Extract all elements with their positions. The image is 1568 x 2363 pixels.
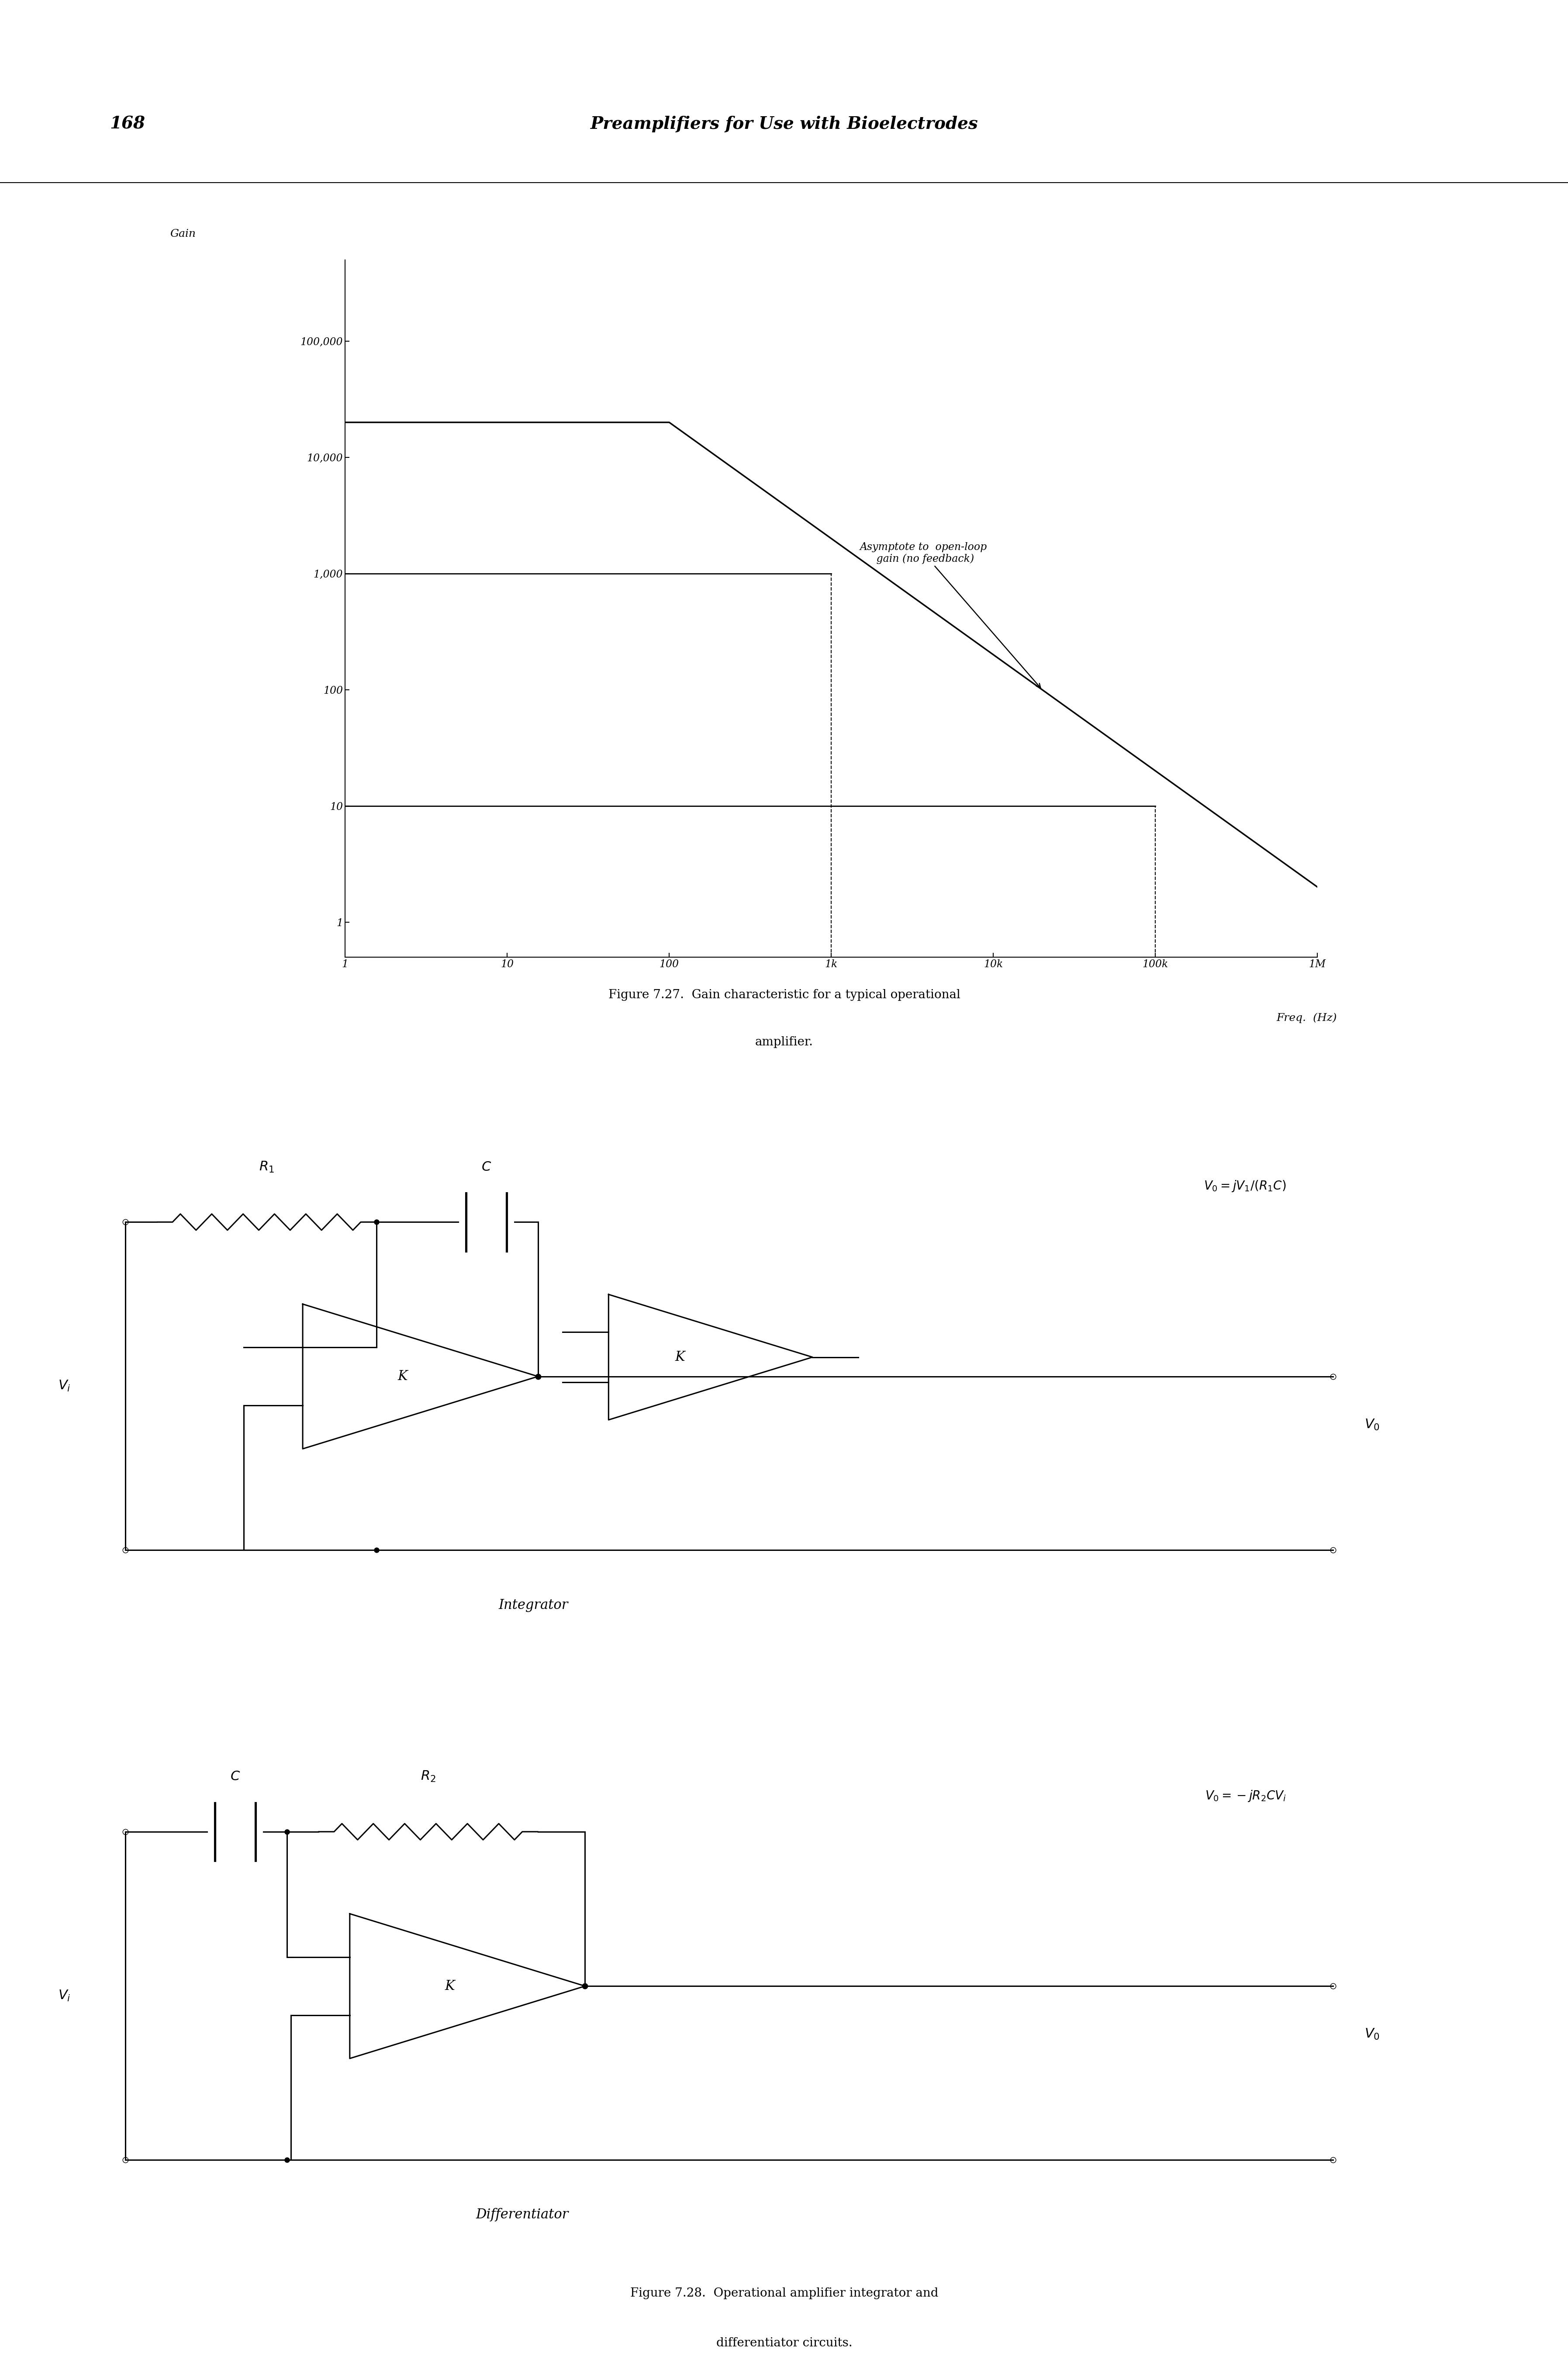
Text: $R_2$: $R_2$ [420, 1770, 436, 1784]
Text: $V_i$: $V_i$ [58, 1990, 71, 2001]
Text: $C$: $C$ [481, 1160, 491, 1174]
Text: amplifier.: amplifier. [754, 1037, 814, 1047]
Text: Gain: Gain [169, 229, 196, 239]
Text: Figure 7.27.  Gain characteristic for a typical operational: Figure 7.27. Gain characteristic for a t… [608, 990, 960, 1000]
Text: K: K [674, 1349, 685, 1363]
Text: Preamplifiers for Use with Bioelectrodes: Preamplifiers for Use with Bioelectrodes [590, 116, 978, 132]
Text: Integrator: Integrator [499, 1597, 568, 1612]
Text: $V_0$: $V_0$ [1364, 2027, 1380, 2042]
Text: $V_0$: $V_0$ [1364, 1418, 1380, 1432]
Text: Freq.  (Hz): Freq. (Hz) [1276, 1014, 1336, 1023]
Text: differentiator circuits.: differentiator circuits. [717, 2337, 851, 2349]
Text: Differentiator: Differentiator [475, 2207, 569, 2221]
Text: Figure 7.28.  Operational amplifier integrator and: Figure 7.28. Operational amplifier integ… [630, 2287, 938, 2299]
Text: $V_0 = jV_1/(R_1C)$: $V_0 = jV_1/(R_1C)$ [1204, 1179, 1286, 1193]
Text: $C$: $C$ [230, 1770, 240, 1784]
Text: $V_i$: $V_i$ [58, 1380, 71, 1392]
Text: K: K [445, 1980, 455, 1992]
Text: 168: 168 [110, 116, 146, 132]
Text: K: K [398, 1371, 408, 1382]
Text: Asymptote to  open-loop
     gain (no feedback): Asymptote to open-loop gain (no feedback… [859, 541, 1040, 688]
Text: $V_0 = -jR_2CV_i$: $V_0 = -jR_2CV_i$ [1204, 1789, 1286, 1803]
Text: $R_1$: $R_1$ [259, 1160, 274, 1174]
